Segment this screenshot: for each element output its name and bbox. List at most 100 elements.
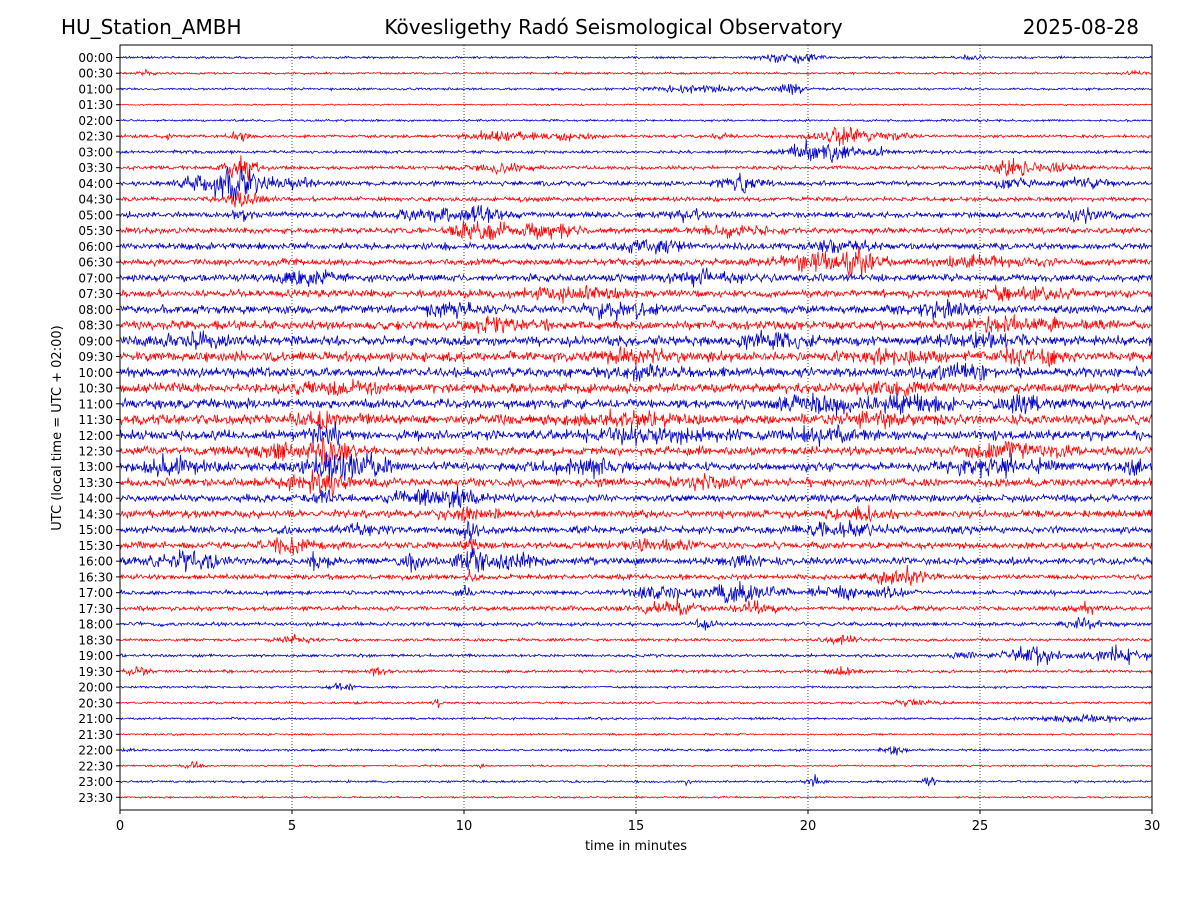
trace-0700 bbox=[119, 267, 1153, 288]
trace-0130 bbox=[119, 103, 1153, 107]
y-tick-label: 10:00 bbox=[78, 366, 113, 380]
x-tick-label: 20 bbox=[800, 819, 817, 834]
y-tick-label: 22:00 bbox=[78, 744, 113, 758]
trace-1130 bbox=[119, 408, 1153, 431]
trace-0000 bbox=[119, 53, 1153, 64]
trace-2300 bbox=[119, 774, 1152, 787]
trace-1330 bbox=[119, 469, 1153, 497]
x-axis-label: time in minutes bbox=[585, 839, 687, 854]
y-tick-label: 15:00 bbox=[78, 523, 113, 537]
trace-1500 bbox=[119, 519, 1153, 542]
trace-2330 bbox=[119, 795, 1153, 800]
trace-0100 bbox=[119, 83, 1153, 95]
trace-2000 bbox=[119, 682, 1153, 691]
trace-2100 bbox=[119, 713, 1153, 724]
y-tick-label: 09:30 bbox=[78, 350, 113, 364]
y-tick-label: 08:00 bbox=[78, 303, 113, 317]
trace-0830 bbox=[119, 314, 1153, 334]
y-tick-label: 01:00 bbox=[78, 82, 113, 96]
trace-0400 bbox=[119, 166, 1153, 202]
y-tick-label: 21:00 bbox=[78, 712, 113, 726]
y-tick-label: 17:30 bbox=[78, 602, 113, 616]
trace-0900 bbox=[119, 329, 1153, 350]
y-tick-label: 08:30 bbox=[78, 319, 113, 333]
y-tick-label: 00:30 bbox=[78, 67, 113, 81]
trace-1200 bbox=[119, 421, 1153, 447]
y-tick-label: 18:00 bbox=[78, 618, 113, 632]
trace-1400 bbox=[119, 485, 1153, 509]
x-tick-label: 30 bbox=[1144, 819, 1161, 834]
trace-1230 bbox=[119, 437, 1153, 468]
y-tick-label: 11:30 bbox=[78, 413, 113, 427]
y-tick-label: 13:00 bbox=[78, 460, 113, 474]
y-tick-label: 09:00 bbox=[78, 334, 113, 348]
trace-1830 bbox=[119, 633, 1152, 646]
y-tick-label: 14:00 bbox=[78, 492, 113, 506]
trace-1530 bbox=[119, 537, 1153, 556]
y-tick-label: 19:00 bbox=[78, 649, 113, 663]
trace-2230 bbox=[119, 760, 1153, 770]
trace-1700 bbox=[119, 580, 1153, 604]
y-tick-label: 19:30 bbox=[78, 665, 113, 679]
y-axis-label: UTC (local time = UTC + 02:00) bbox=[50, 325, 65, 530]
trace-0930 bbox=[119, 346, 1153, 369]
vertical-grid bbox=[291, 45, 981, 810]
y-tick-label: 23:00 bbox=[78, 775, 113, 789]
y-tick-label: 02:00 bbox=[78, 114, 113, 128]
y-tick-label: 20:00 bbox=[78, 681, 113, 695]
trace-0430 bbox=[119, 190, 1152, 208]
y-tick-label: 05:30 bbox=[78, 224, 113, 238]
x-tick-label: 0 bbox=[116, 819, 124, 834]
y-tick-label: 16:30 bbox=[78, 570, 113, 584]
trace-0530 bbox=[119, 220, 1153, 241]
trace-1030 bbox=[119, 378, 1153, 398]
y-tick-label: 11:00 bbox=[78, 397, 113, 411]
y-tick-label: 20:30 bbox=[78, 696, 113, 710]
y-tick-label: 04:00 bbox=[78, 177, 113, 191]
trace-0600 bbox=[119, 238, 1153, 255]
trace-1900 bbox=[120, 644, 1153, 666]
station-name: HU_Station_AMBH bbox=[61, 15, 242, 39]
y-tick-label: 13:30 bbox=[78, 476, 113, 490]
y-tick-label: 00:00 bbox=[78, 51, 113, 65]
y-tick-label: 12:00 bbox=[78, 429, 113, 443]
x-tick-label: 10 bbox=[456, 819, 473, 834]
y-tick-label: 18:30 bbox=[78, 633, 113, 647]
y-tick-label: 22:30 bbox=[78, 759, 113, 773]
y-tick-label: 16:00 bbox=[78, 555, 113, 569]
x-tick-label: 25 bbox=[972, 819, 989, 834]
trace-1000 bbox=[119, 362, 1153, 382]
y-tick-label: 06:30 bbox=[78, 256, 113, 270]
y-tick-label: 04:30 bbox=[78, 193, 113, 207]
trace-2130 bbox=[119, 732, 1153, 737]
trace-0730 bbox=[119, 284, 1153, 304]
trace-1300 bbox=[119, 451, 1153, 482]
chart-title: Kövesligethy Radó Seismological Observat… bbox=[384, 15, 843, 39]
x-tick-label: 5 bbox=[288, 819, 296, 834]
y-tick-label: 10:30 bbox=[78, 382, 113, 396]
y-tick-label: 05:00 bbox=[78, 208, 113, 222]
chart-date: 2025-08-28 bbox=[1022, 15, 1139, 39]
y-tick-label: 07:30 bbox=[78, 287, 113, 301]
trace-0230 bbox=[119, 126, 1153, 147]
trace-0200 bbox=[119, 118, 1152, 123]
trace-1800 bbox=[119, 616, 1153, 631]
trace-0500 bbox=[119, 204, 1153, 224]
trace-0630 bbox=[119, 246, 1153, 278]
y-tick-label: 03:00 bbox=[78, 145, 113, 159]
y-tick-label: 02:30 bbox=[78, 130, 113, 144]
y-tick-label: 07:00 bbox=[78, 271, 113, 285]
x-tick-label: 15 bbox=[628, 819, 645, 834]
trace-1600 bbox=[119, 548, 1153, 573]
y-tick-label: 17:00 bbox=[78, 586, 113, 600]
y-tick-label: 06:00 bbox=[78, 240, 113, 254]
trace-2030 bbox=[119, 698, 1153, 709]
y-tick-label: 15:30 bbox=[78, 539, 113, 553]
trace-1630 bbox=[119, 564, 1153, 586]
trace-layer bbox=[119, 53, 1153, 800]
y-tick-label: 01:30 bbox=[78, 98, 113, 112]
trace-0800 bbox=[119, 298, 1153, 322]
trace-1430 bbox=[119, 504, 1153, 523]
